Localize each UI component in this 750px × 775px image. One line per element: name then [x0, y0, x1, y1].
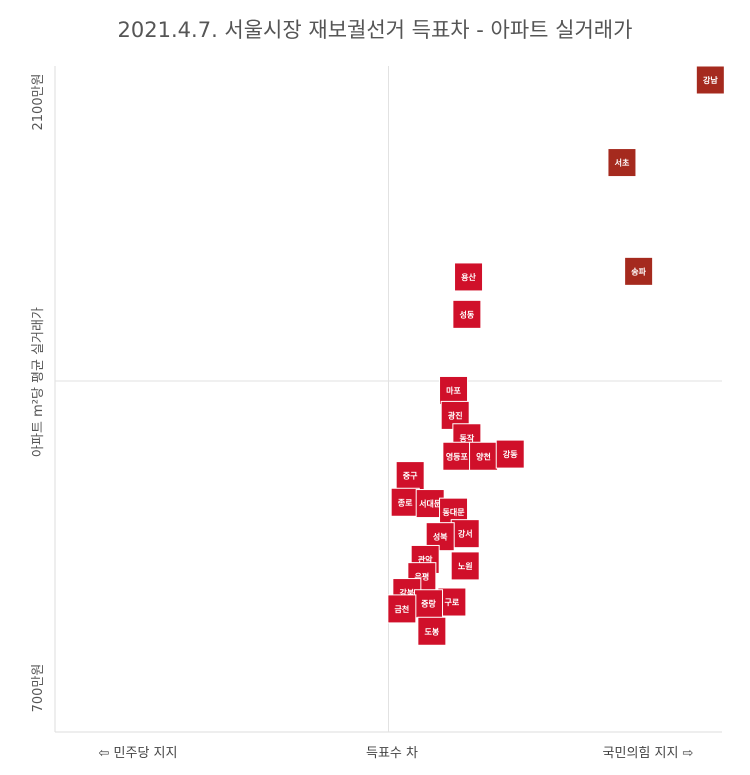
data-point[interactable]: 노원 [450, 551, 480, 581]
data-point-box [450, 519, 480, 549]
data-point-label: 동대문 [442, 507, 465, 517]
data-point-label: 관악 [418, 554, 433, 564]
x-right-label: 국민의힘 지지 ⇨ [603, 746, 694, 761]
chart-title: 2021.4.7. 서울시장 재보궐선거 득표차 - 아파트 실거래가 [117, 18, 633, 42]
data-point-box [495, 439, 525, 469]
data-point[interactable]: 성동 [452, 299, 482, 329]
data-point-label: 성북 [433, 532, 448, 542]
data-point[interactable]: 송파 [624, 256, 654, 286]
data-point-box [695, 65, 725, 95]
data-point-box [452, 299, 482, 329]
data-point-box [417, 616, 447, 646]
data-point[interactable]: 양천 [469, 441, 499, 471]
data-point-label: 강남 [703, 75, 718, 85]
data-point-label: 서초 [615, 158, 630, 168]
data-point-box [454, 262, 484, 292]
data-point-label: 중구 [403, 472, 418, 481]
data-point[interactable]: 중랑 [414, 589, 444, 619]
data-point[interactable]: 금천 [387, 594, 417, 624]
data-point[interactable]: 도봉 [417, 616, 447, 646]
data-point-label: 강북 [399, 588, 414, 598]
data-point-label: 구로 [444, 598, 459, 607]
data-point[interactable]: 서초 [607, 148, 637, 178]
data-point[interactable]: 종로 [390, 487, 420, 517]
data-point-label: 광진 [448, 410, 463, 420]
data-point-label: 양천 [476, 451, 491, 461]
data-point-box [469, 441, 499, 471]
data-point[interactable]: 강남 [695, 65, 725, 95]
data-point-label: 성동 [460, 309, 475, 319]
data-point-label: 노원 [458, 561, 473, 571]
data-point-label: 중랑 [421, 599, 436, 609]
data-point-label: 종로 [398, 498, 413, 507]
data-point-box [439, 375, 469, 405]
data-point-box [607, 148, 637, 178]
data-point-label: 동작 [460, 433, 475, 443]
data-point[interactable]: 영등포 [442, 441, 472, 471]
data-point-label: 용산 [461, 272, 476, 282]
data-point-label: 서대문 [419, 499, 442, 509]
data-point-box [387, 594, 417, 624]
data-point-label: 강동 [503, 449, 518, 459]
data-point-label: 은평 [414, 572, 429, 582]
y-tick-label-bottom: 700만원 [31, 664, 46, 713]
data-point-label: 영등포 [446, 451, 469, 461]
data-point-label: 송파 [631, 266, 646, 276]
y-tick-label-top: 2100만원 [31, 73, 46, 130]
data-point[interactable]: 강동 [495, 439, 525, 469]
data-point[interactable]: 마포 [439, 375, 469, 405]
x-axis-label: 득표수 차 [366, 746, 418, 761]
data-point-box [450, 551, 480, 581]
data-point-label: 마포 [446, 385, 461, 395]
data-point[interactable]: 용산 [454, 262, 484, 292]
data-point-label: 금천 [394, 604, 409, 614]
x-left-label: ⇦ 민주당 지지 [99, 746, 178, 761]
data-point[interactable]: 강서 [450, 519, 480, 549]
data-point-label: 강서 [458, 529, 473, 539]
data-point[interactable]: 중구 [395, 461, 425, 491]
y-axis-label: 아파트 m²당 평균 실거래가 [31, 307, 46, 457]
data-point-label: 도봉 [424, 626, 439, 636]
data-point-box [624, 256, 654, 286]
